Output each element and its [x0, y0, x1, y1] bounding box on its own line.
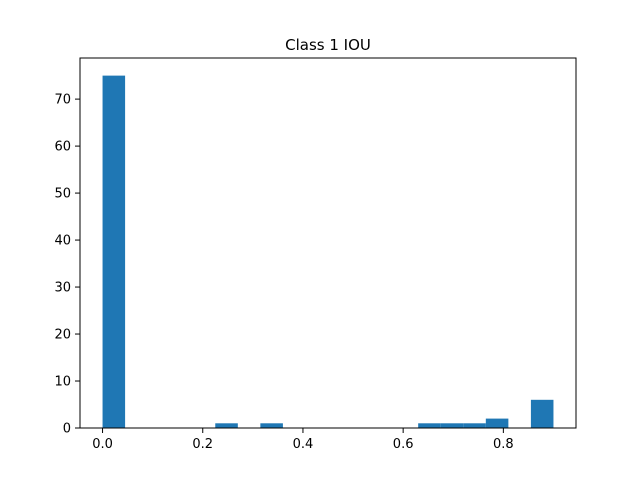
x-tick-label: 0.2 [192, 437, 213, 452]
y-axis: 0 10 20 30 40 50 60 70 [54, 93, 80, 437]
y-tick-label: 40 [54, 234, 71, 249]
histogram-bar [530, 399, 554, 428]
histogram-bar [102, 75, 126, 429]
y-tick-label: 0 [63, 422, 71, 437]
plot-frame [79, 57, 577, 429]
x-tick-label: 0.8 [493, 437, 514, 452]
y-tick-label: 70 [54, 93, 71, 108]
histogram-bar [463, 423, 486, 428]
y-tick-label: 60 [54, 140, 71, 155]
x-tick-label: 0.4 [293, 437, 314, 452]
y-tick-label: 30 [54, 281, 71, 296]
y-tick-label: 10 [54, 375, 71, 390]
histogram-bar [260, 423, 283, 428]
histogram-bar [215, 423, 238, 428]
bar-group [102, 75, 554, 429]
x-tick-label: 0.0 [92, 437, 113, 452]
x-tick-label: 0.6 [393, 437, 414, 452]
histogram-bar [418, 423, 441, 428]
y-tick-label: 50 [54, 187, 71, 202]
chart-title: Class 1 IOU [285, 36, 371, 54]
x-axis: 0.0 0.2 0.4 0.6 0.8 [92, 428, 514, 452]
y-tick-label: 20 [54, 328, 71, 343]
histogram-bar [485, 418, 509, 428]
histogram-bar [440, 423, 464, 428]
